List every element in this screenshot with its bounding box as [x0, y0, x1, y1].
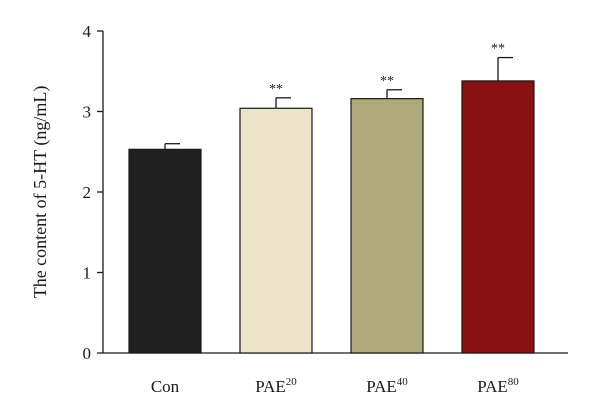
x-tick-label-base: PAE [255, 377, 286, 396]
bar [239, 107, 313, 354]
x-tick-label-superscript: 80 [508, 376, 520, 388]
x-tick-label-superscript: 40 [397, 376, 409, 388]
x-tick-label-base: PAE [477, 377, 508, 396]
bars: ** ** ** [128, 42, 535, 354]
bar [350, 98, 424, 354]
x-tick-label: PAE20 [255, 376, 297, 396]
x-tick-label-base: Con [151, 377, 180, 396]
bar-group: ** [239, 82, 313, 354]
y-tick-label: 2 [83, 183, 92, 202]
bar-group: ** [461, 42, 535, 354]
x-tick-label: PAE40 [366, 376, 408, 396]
y-tick-label: 0 [83, 344, 92, 363]
y-ticks: 0 1 2 3 4 [83, 22, 103, 363]
x-tick-label-base: PAE [366, 377, 397, 396]
y-tick-label: 1 [83, 264, 92, 283]
significance-label: ** [380, 74, 394, 89]
y-axis-label: The content of 5-HT (ng/mL) [30, 86, 51, 299]
y-tick-label: 3 [83, 103, 92, 122]
bar [461, 80, 535, 354]
x-tick-label-superscript: 20 [286, 376, 298, 388]
bar-group [128, 143, 202, 354]
x-tick-labels: Con PAE20 PAE40 PAE80 [151, 376, 519, 396]
bar [128, 148, 202, 354]
y-tick-label: 4 [83, 22, 92, 41]
significance-label: ** [269, 82, 283, 97]
x-tick-label: Con [151, 377, 180, 396]
bar-group: ** [350, 74, 424, 354]
x-tick-label: PAE80 [477, 376, 519, 396]
significance-label: ** [491, 42, 505, 57]
